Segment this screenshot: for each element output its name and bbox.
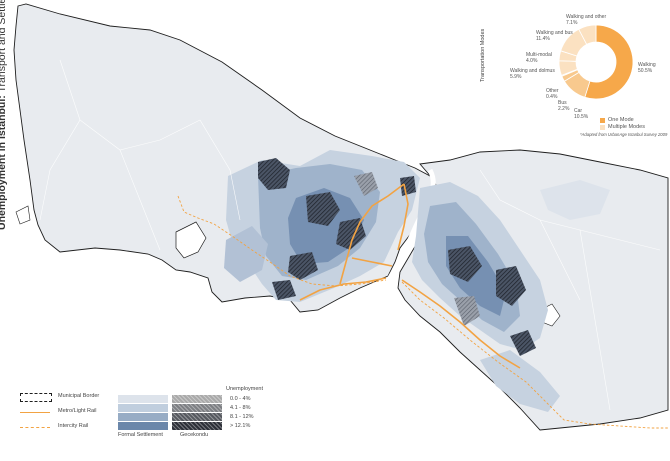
gecekondu-zone xyxy=(400,176,416,196)
transport-pie-chart xyxy=(558,24,634,100)
gecekondu-zone xyxy=(354,172,378,196)
municipal-border-label: Municipal Border xyxy=(58,393,100,399)
pie-label-walking-dolmus: Walking and dolmus 5.9% xyxy=(510,68,555,80)
pie-label-other: Other 0.4% xyxy=(546,88,559,100)
gecekondu-label: Gecekondu xyxy=(180,432,209,438)
district-lines xyxy=(39,59,661,411)
multiple-modes-label: Multiple Modes xyxy=(608,124,645,130)
gecekondu-swatch-4 xyxy=(172,422,222,430)
pie-slice-walking xyxy=(584,24,634,100)
map-title: Unemployment in Istanbul: Transport and … xyxy=(0,0,10,238)
gecekondu-zone xyxy=(496,266,526,306)
pie-slice-walking-and-other xyxy=(578,24,597,45)
pie-label-walking-bus: Walking and bus 11.4% xyxy=(536,30,573,42)
intercity-rail xyxy=(177,195,668,429)
formal-settlement-label: Formal Settlement xyxy=(118,432,163,438)
gecekondu-swatch-2 xyxy=(172,404,222,412)
class-label-3: 8.1 - 12% xyxy=(230,414,254,420)
pie-source-note: *Adapted from UrbanAge Istanbul Survey 2… xyxy=(580,132,668,137)
intercity-rail-swatch xyxy=(20,427,50,428)
formal-swatch-1 xyxy=(118,395,168,403)
formal-swatch-3 xyxy=(118,413,168,421)
buyukcekmece-lake xyxy=(175,221,207,259)
metro-rail-label: Metro/Light Rail xyxy=(58,408,97,414)
formal-zone xyxy=(224,226,268,282)
pie-label-car: Car 10.5% xyxy=(574,108,589,120)
gecekondu-zone xyxy=(454,296,480,326)
gecekondu-swatch-1 xyxy=(172,395,222,403)
gecekondu-zone xyxy=(448,246,482,282)
title-bold: Unemployment in Istanbul: xyxy=(0,95,8,230)
pie-label-walking: Walking 50.5% xyxy=(638,62,656,74)
formal-zone xyxy=(540,180,610,220)
pie-label-bus: Bus 2.2% xyxy=(558,100,570,112)
title-rest: Transport and Settlement xyxy=(0,0,8,93)
gecekondu-swatch-3 xyxy=(172,413,222,421)
pie-label-multimodal: Multi-modal 4.0% xyxy=(526,52,552,64)
intercity-rail-label: Intercity Rail xyxy=(58,423,89,429)
formal-zone xyxy=(480,350,560,412)
formal-swatch-4 xyxy=(118,422,168,430)
class-label-2: 4.1 - 8% xyxy=(230,405,251,411)
multiple-modes-swatch xyxy=(600,125,605,130)
gecekondu-zone xyxy=(288,252,318,280)
one-mode-swatch xyxy=(600,118,605,123)
gecekondu-zone xyxy=(258,158,290,190)
gecekondu-zone xyxy=(306,192,340,226)
pie-title: Transportation Modes xyxy=(480,28,486,82)
metro-rail xyxy=(299,183,521,369)
municipal-border-swatch xyxy=(20,393,52,402)
metro-rail-swatch xyxy=(20,412,50,413)
formal-swatch-2 xyxy=(118,404,168,412)
one-mode-label: One Mode xyxy=(608,117,634,123)
class-label-1: 0.0 - 4% xyxy=(230,396,251,402)
pie-label-walking-other: Walking and other 7.1% xyxy=(566,14,607,26)
water-body xyxy=(15,205,31,225)
class-label-4: > 12.1% xyxy=(230,423,251,429)
gecekondu-zone xyxy=(272,280,296,300)
unemployment-legend-title: Unemployment xyxy=(226,386,263,392)
gecekondu-zone xyxy=(510,330,536,356)
